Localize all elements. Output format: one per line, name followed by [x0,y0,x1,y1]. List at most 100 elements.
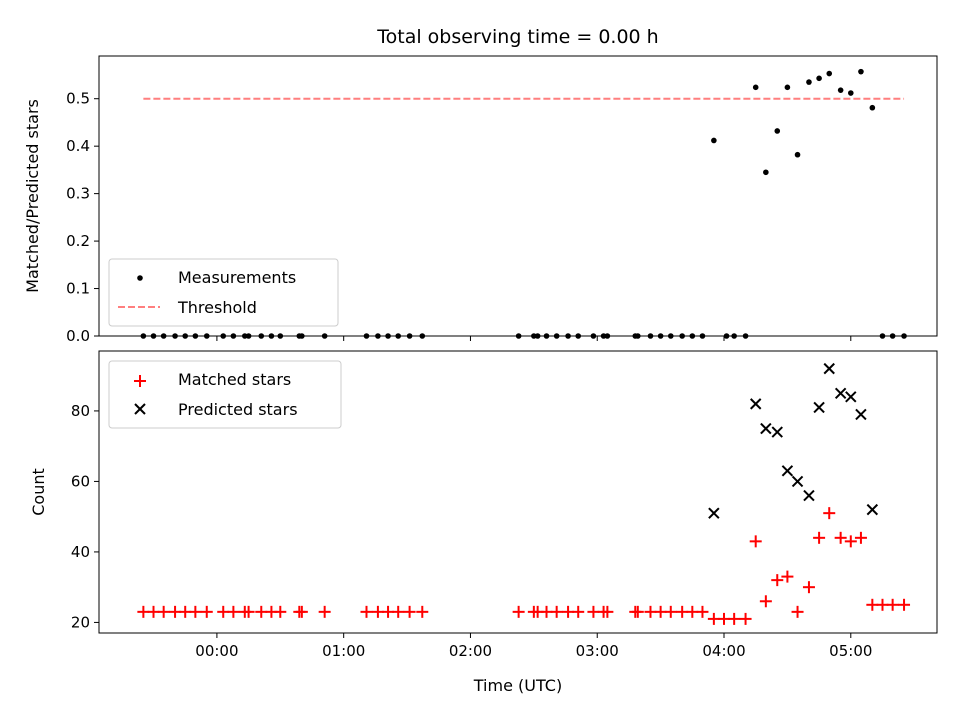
matched-stars-point [631,605,644,618]
chart-title: Total observing time = 0.00 h [376,26,658,48]
predicted-stars-point [803,489,815,502]
matched-stars-point [759,595,772,608]
matched-stars-point [813,531,826,544]
matched-stars-point [644,605,657,618]
matched-stars-point [255,605,268,618]
matched-stars-point [718,612,731,625]
measurement-point [752,84,759,91]
measurement-point [816,75,822,82]
x-tick-label: 01:00 [322,642,365,660]
matched-stars-point [572,605,585,618]
x-tick-label: 02:00 [449,642,492,660]
matched-stars-point [200,605,213,618]
matched-stars-point [886,598,899,611]
matched-stars-point [562,605,575,618]
predicted-stars-point [760,422,772,435]
predicted-stars-point [834,387,847,400]
y-tick-label: 0.4 [66,137,90,155]
measurement-point [784,84,791,91]
measurement-point [869,104,876,111]
top-y-axis-label: Matched/Predicted stars [23,99,42,293]
matched-stars-point [601,605,614,618]
measurement-point [858,68,864,75]
top-legend: Measurements Threshold [108,258,339,327]
matched-stars-point [392,605,405,618]
predicted-stars-point [845,391,857,403]
x-tick-label: 04:00 [702,642,745,660]
matched-stars-point [382,605,395,618]
matched-stars-point [654,605,667,618]
y-tick-label: 60 [71,472,90,490]
matched-stars-point [728,612,741,625]
matched-stars-point [834,531,847,544]
bottom-y-axis-label: Count [29,468,48,516]
matched-stars-point [550,605,563,618]
predicted-stars-point [750,398,762,410]
measurement-point [826,70,833,77]
bottom-x-ticks: 00:00 01:00 02:00 03:00 04:00 05:00 [195,633,872,660]
bottom-y-ticks: 20 40 60 80 [71,402,99,631]
matched-stars-point [587,605,600,618]
matched-stars-point [739,612,752,625]
matched-stars-point [791,605,804,618]
matched-stars-point [771,574,784,587]
matched-stars-point [686,605,699,618]
matched-stars-point [512,605,525,618]
legend-measurements-marker [137,275,143,281]
legend-predicted-label: Predicted stars [178,400,298,419]
measurement-point [794,151,801,158]
measurement-point [763,169,769,176]
matched-stars-point [360,605,373,618]
predicted-stars-point [771,426,783,438]
matched-stars-point [866,598,879,611]
matched-stars-point [189,605,202,618]
y-tick-label: 0.3 [66,185,90,203]
top-y-ticks: 0.0 0.1 0.2 0.3 0.4 0.5 [66,90,99,345]
bottom-legend: Matched stars Predicted stars [108,360,342,429]
x-tick-label: 05:00 [829,642,872,660]
matched-stars-point [274,605,287,618]
predicted-stars-point [866,503,879,516]
matched-stars-point [823,507,836,520]
predicted-stars-point [708,507,720,519]
y-tick-label: 0.2 [66,232,90,250]
matched-stars-point [749,535,762,548]
matched-stars-point [137,605,150,618]
predicted-stars-point [855,408,867,421]
matched-stars-point [664,605,677,618]
matched-stars-point [295,605,308,618]
matched-stars-point [242,605,255,618]
legend-threshold-label: Threshold [177,298,257,317]
top-x-ticks [216,336,852,341]
matched-stars-point [876,598,889,611]
matched-stars-point [318,605,331,618]
matched-stars-point [707,612,720,625]
measurement-point [711,137,717,144]
top-legend-box [108,258,339,327]
matched-stars-point [781,570,794,583]
matched-stars-point [147,605,160,618]
measurement-point [837,87,844,93]
matched-stars-point [371,605,384,618]
bottom-axes-frame [98,350,938,634]
matched-stars-point [227,605,240,618]
y-tick-label: 0.0 [66,327,90,345]
matched-stars-point [802,581,815,594]
matched-stars-point [676,605,689,618]
y-tick-label: 0.1 [66,280,90,298]
matched-stars-point [169,605,182,618]
top-panel: Total observing time = 0.00 h 0.0 0.1 0.2 0… [23,26,938,345]
matched-stars-point [844,535,857,548]
predicted-stars-point [823,362,835,375]
predicted-stars-point [813,401,825,414]
bottom-legend-box [108,360,342,429]
matched-stars-point [540,605,553,618]
x-tick-label: 03:00 [576,642,619,660]
measurement-point [847,90,854,96]
legend-measurements-label: Measurements [178,268,296,287]
matched-stars-point [179,605,192,618]
top-axes-frame [98,55,938,337]
